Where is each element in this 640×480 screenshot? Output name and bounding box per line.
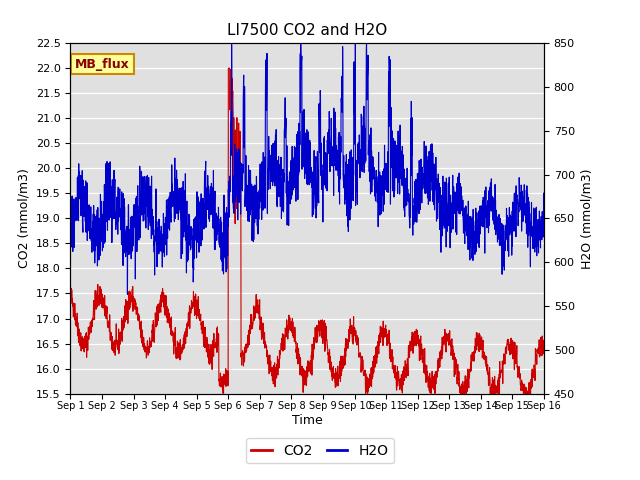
X-axis label: Time: Time: [292, 414, 323, 427]
Legend: CO2, H2O: CO2, H2O: [246, 438, 394, 464]
Title: LI7500 CO2 and H2O: LI7500 CO2 and H2O: [227, 23, 387, 38]
Y-axis label: CO2 (mmol/m3): CO2 (mmol/m3): [17, 168, 30, 268]
Text: MB_flux: MB_flux: [75, 58, 130, 71]
Y-axis label: H2O (mmol/m3): H2O (mmol/m3): [580, 168, 593, 269]
